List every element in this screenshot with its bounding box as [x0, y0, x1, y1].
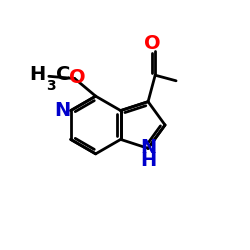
Text: N: N: [55, 101, 71, 120]
Text: N: N: [140, 138, 156, 156]
Text: O: O: [69, 68, 86, 87]
Text: 3: 3: [46, 80, 56, 94]
Text: H: H: [29, 65, 45, 84]
Text: C: C: [56, 65, 70, 84]
Text: H: H: [140, 150, 156, 170]
Text: O: O: [144, 34, 161, 53]
